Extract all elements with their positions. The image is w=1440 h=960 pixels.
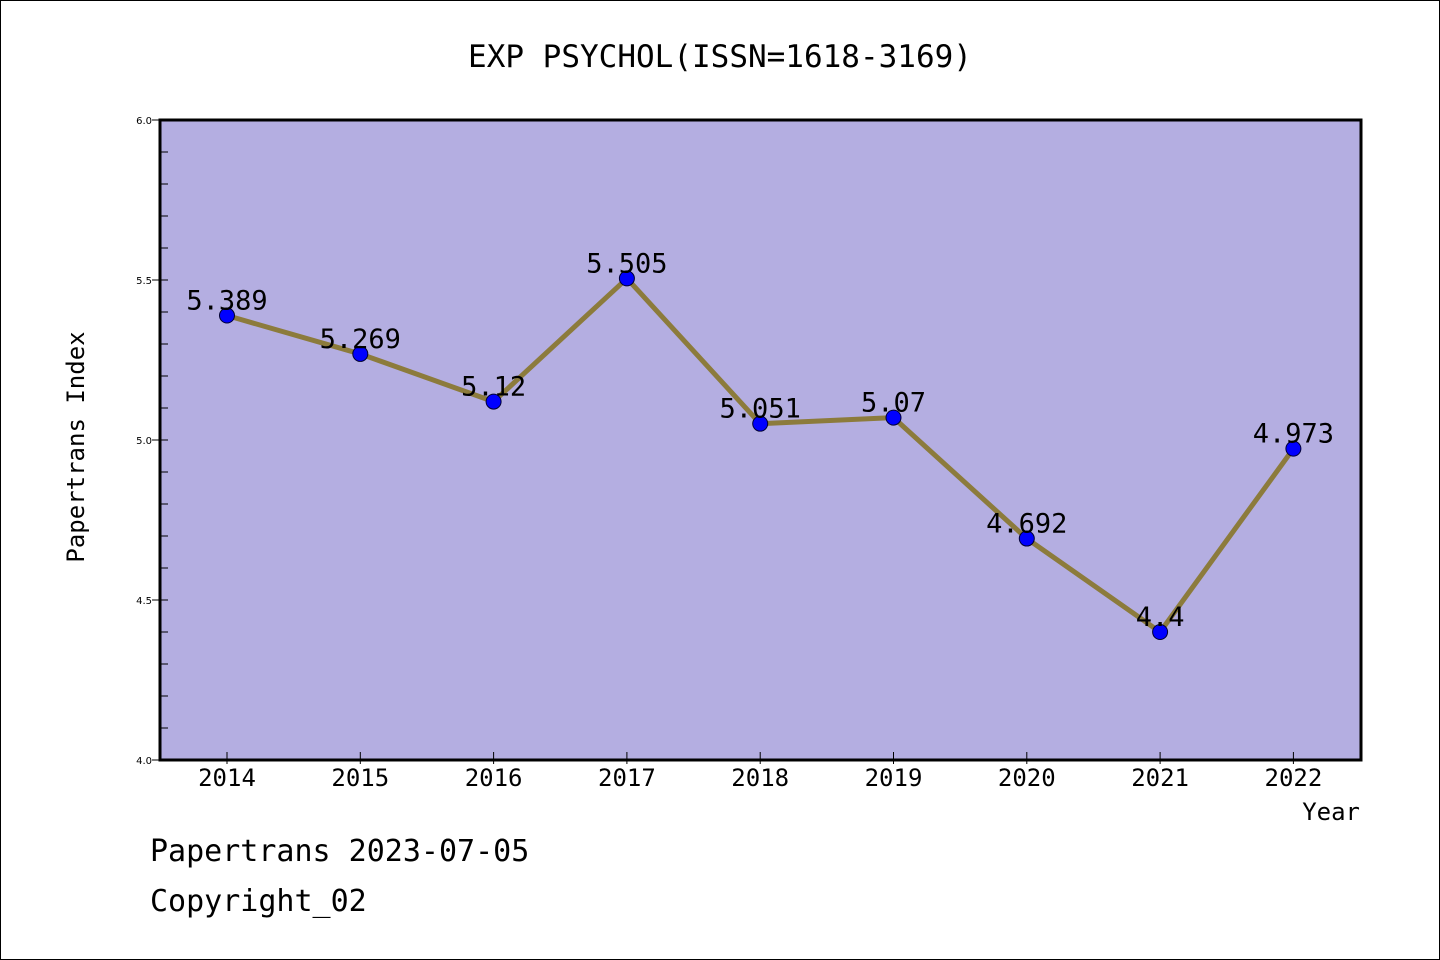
data-label: 4.4 (1136, 602, 1185, 633)
x-tick-label: 2017 (598, 764, 656, 792)
data-label: 5.07 (861, 388, 926, 419)
data-point (1285, 440, 1302, 457)
x-tick-label: 2021 (1131, 764, 1189, 792)
data-point (352, 345, 369, 362)
x-tick-label: 2020 (998, 764, 1056, 792)
data-label: 5.051 (720, 394, 801, 425)
data-label: 5.505 (586, 248, 667, 279)
data-point (618, 270, 635, 287)
data-point (885, 409, 902, 426)
x-tick-label: 2022 (1265, 764, 1323, 792)
x-tick-label: 2019 (865, 764, 923, 792)
data-label: 5.12 (461, 372, 526, 403)
data-point (752, 415, 769, 432)
y-axis-label: Papertrans Index (62, 331, 90, 562)
x-tick-label: 2014 (198, 764, 256, 792)
footer-copyright: Copyright_02 (150, 884, 367, 919)
data-label: 4.692 (986, 509, 1067, 540)
y-tick-label: 4.5 (136, 596, 152, 607)
chart-title: EXP PSYCHOL(ISSN=1618-3169) (468, 39, 972, 75)
data-label: 4.973 (1253, 419, 1334, 450)
plot-area (158, 118, 1363, 762)
x-tick-label: 2018 (731, 764, 789, 792)
y-tick-label: 6.0 (136, 116, 152, 127)
y-tick-label: 4.0 (136, 756, 152, 767)
data-point (1018, 530, 1035, 547)
data-label: 5.269 (320, 324, 401, 355)
y-tick-label: 5.0 (136, 436, 152, 447)
footer-date: Papertrans 2023-07-05 (150, 834, 530, 869)
x-axis-label: Year (1302, 798, 1360, 826)
data-label: 5.389 (186, 286, 267, 317)
y-tick-label: 5.5 (136, 276, 152, 287)
x-tick-label: 2016 (465, 764, 523, 792)
data-point (1152, 624, 1169, 640)
data-point (485, 393, 502, 410)
data-point (219, 307, 235, 324)
x-tick-label: 2015 (331, 764, 389, 792)
